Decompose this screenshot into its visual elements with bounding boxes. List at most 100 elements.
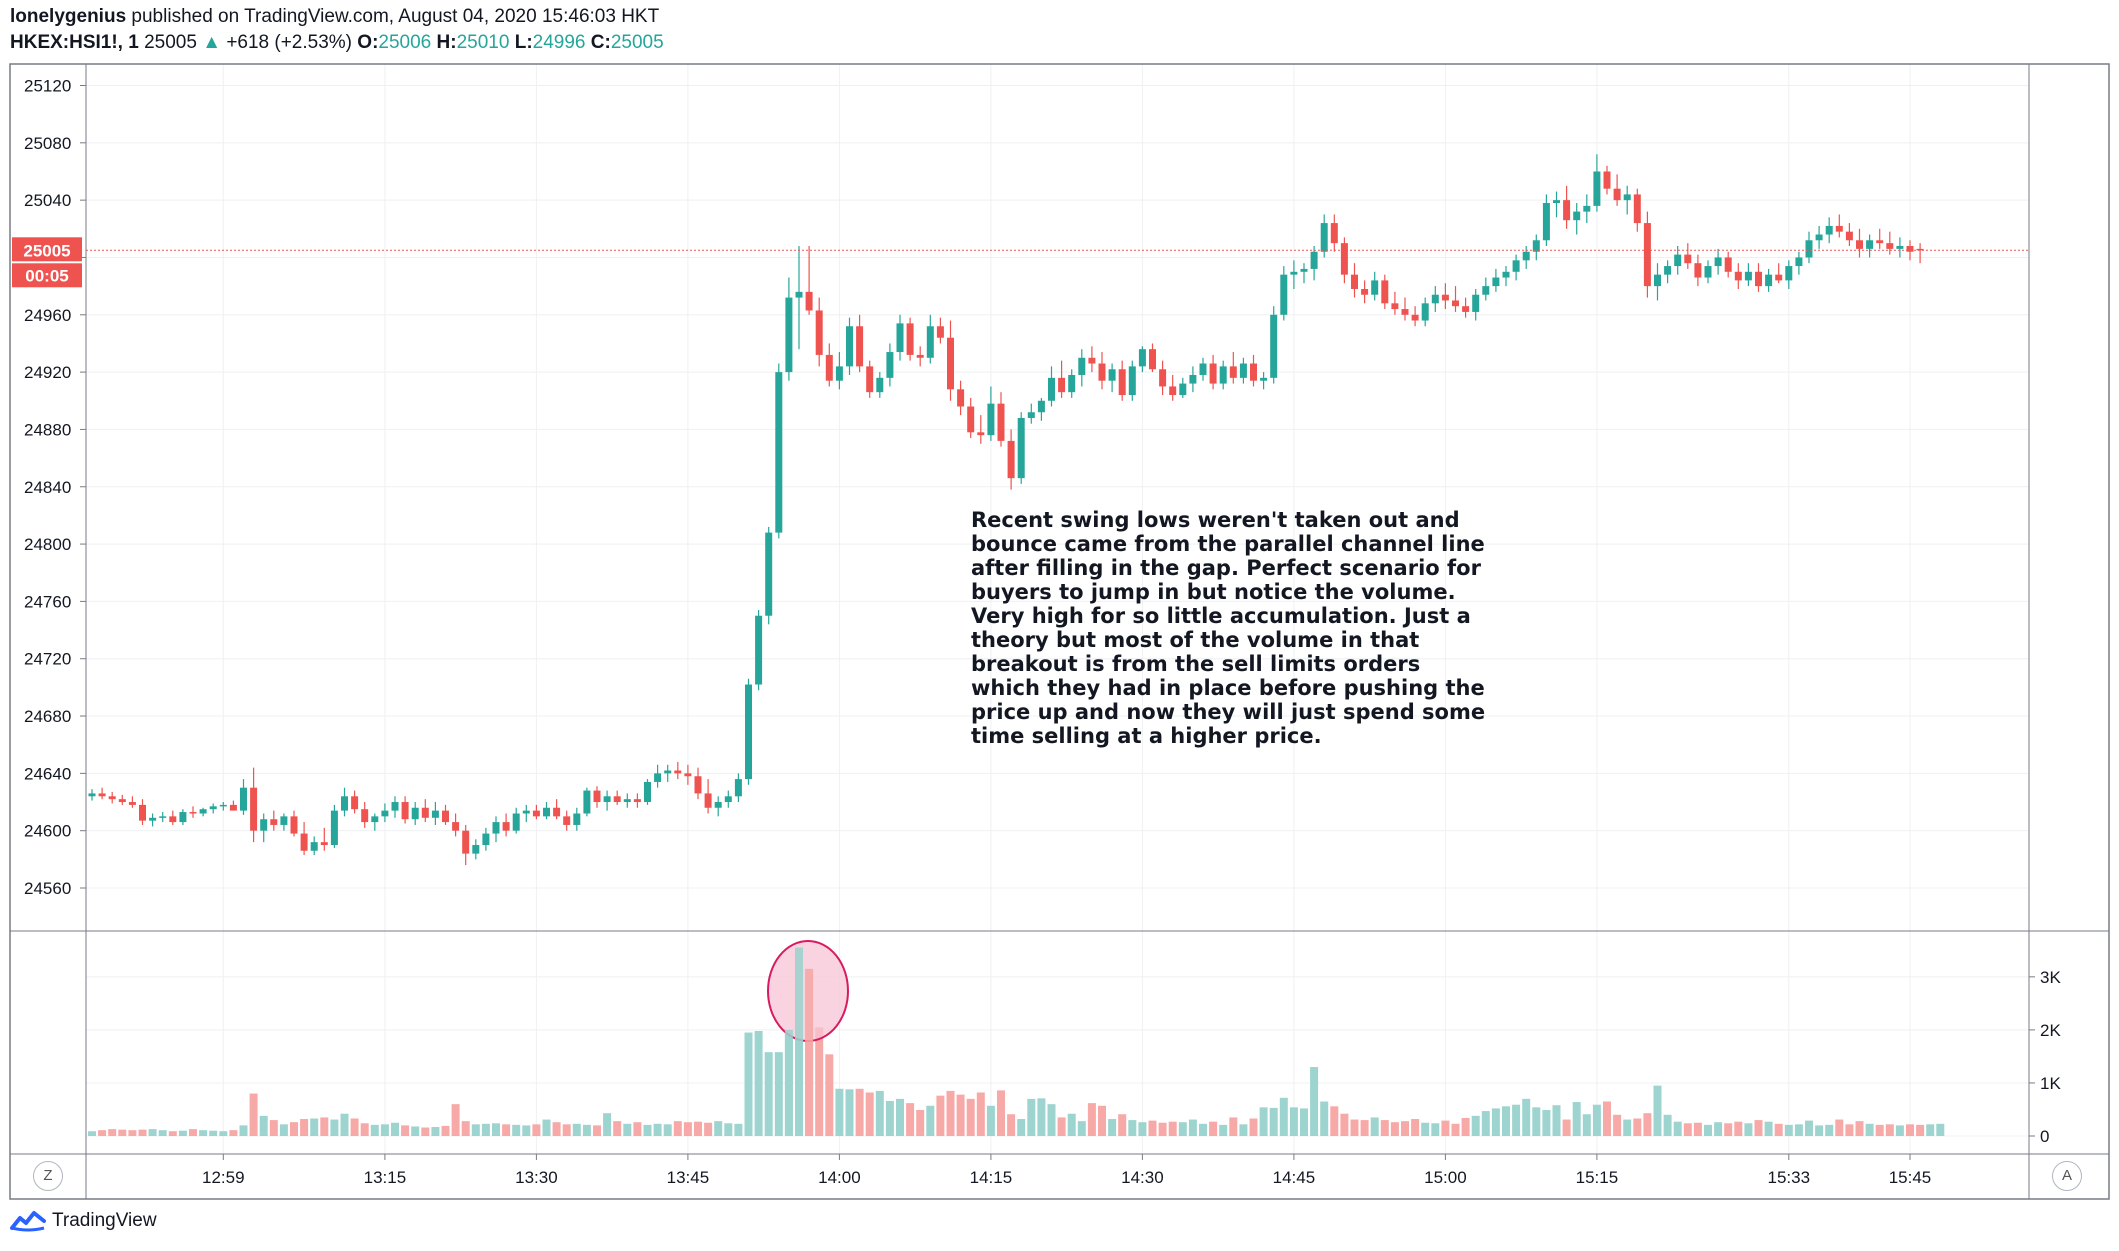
candle-body bbox=[1280, 274, 1288, 315]
chart-canvas[interactable]: 25120 25080 25040 24960 24920 24880 24840 24800… bbox=[0, 0, 2119, 1200]
price-tick-label: 24560 bbox=[24, 879, 71, 898]
volume-bar bbox=[916, 1110, 925, 1136]
candle-body bbox=[1421, 303, 1429, 321]
tradingview-logo[interactable]: TradingView bbox=[10, 1210, 157, 1232]
zoom-button[interactable]: Z bbox=[33, 1161, 63, 1191]
time-tick-label: 13:45 bbox=[667, 1168, 710, 1187]
candle bbox=[623, 793, 631, 808]
volume-bar bbox=[168, 1131, 177, 1136]
candle-body bbox=[1906, 245, 1914, 252]
candle bbox=[482, 827, 490, 851]
candle bbox=[522, 804, 530, 823]
candle bbox=[512, 807, 520, 834]
candle bbox=[866, 360, 874, 398]
candle-body bbox=[543, 807, 550, 817]
candle-body bbox=[1623, 194, 1631, 201]
candle-body bbox=[1532, 240, 1540, 252]
candle bbox=[1128, 360, 1136, 401]
candle bbox=[139, 799, 146, 825]
candle bbox=[88, 789, 96, 801]
symbol-legend: HKEX:HSI1!, 1 25005 ▲ +618 (+2.53%) O:25… bbox=[10, 32, 664, 54]
tradingview-brand: TradingView bbox=[52, 1210, 157, 1231]
volume-bar bbox=[471, 1124, 480, 1136]
price-axis[interactable]: 25120 25080 25040 24960 24920 24880 24840 24800… bbox=[24, 76, 86, 898]
candle-body bbox=[1088, 357, 1096, 364]
candle bbox=[1017, 412, 1025, 484]
volume-bar bbox=[1845, 1124, 1854, 1136]
tradingview-logo-icon bbox=[10, 1211, 46, 1232]
candle bbox=[926, 314, 934, 364]
candle-body bbox=[1482, 286, 1490, 295]
candle bbox=[896, 314, 904, 361]
candle bbox=[149, 813, 157, 827]
candle-body bbox=[1411, 314, 1419, 321]
volume-bar bbox=[946, 1090, 955, 1136]
candle-body bbox=[563, 816, 571, 825]
candle bbox=[1219, 360, 1227, 390]
volume-bar bbox=[875, 1090, 884, 1136]
candle bbox=[1472, 288, 1480, 321]
volume-bar bbox=[542, 1119, 551, 1136]
volume-bar bbox=[855, 1088, 864, 1136]
volume-bar bbox=[1643, 1113, 1652, 1136]
volume-bar bbox=[593, 1125, 601, 1136]
price-tick-label: 24920 bbox=[24, 363, 71, 382]
volume-bar bbox=[1451, 1123, 1460, 1136]
candle bbox=[1916, 243, 1924, 264]
candle bbox=[1351, 263, 1358, 298]
candle-body bbox=[967, 406, 975, 433]
candle bbox=[240, 779, 247, 815]
candle-body bbox=[159, 816, 167, 818]
volume-tick-label: 0 bbox=[2040, 1127, 2049, 1146]
volume-axis[interactable]: 0 1K 2K 3K bbox=[2029, 968, 2061, 1146]
candle bbox=[1048, 366, 1055, 407]
volume-bar bbox=[1037, 1098, 1046, 1136]
volume-bar bbox=[1936, 1123, 1945, 1136]
volume-bar bbox=[1158, 1122, 1167, 1136]
symbol-name[interactable]: HKEX:HSI1!, 1 bbox=[10, 32, 139, 53]
volume-bar bbox=[885, 1100, 894, 1136]
candle-body bbox=[1058, 377, 1066, 393]
candle bbox=[1320, 214, 1328, 258]
candle bbox=[1755, 263, 1762, 292]
volume-bar bbox=[1885, 1124, 1894, 1136]
candle bbox=[704, 779, 712, 814]
candle-body bbox=[1401, 309, 1409, 315]
candle-body bbox=[755, 615, 763, 685]
candle bbox=[361, 802, 369, 828]
candle-body bbox=[856, 326, 864, 367]
volume-bar bbox=[1875, 1124, 1884, 1136]
volume-bar bbox=[1390, 1122, 1399, 1136]
candle-body bbox=[1674, 254, 1682, 267]
volume-bar bbox=[1754, 1120, 1763, 1136]
candle-body bbox=[1613, 188, 1621, 201]
time-tick-label: 15:45 bbox=[1889, 1168, 1932, 1187]
candle-body bbox=[199, 809, 207, 814]
author-name[interactable]: lonelygenius bbox=[10, 6, 127, 27]
candle bbox=[1734, 263, 1742, 289]
volume-bar bbox=[1350, 1119, 1359, 1136]
candle-body bbox=[1229, 366, 1237, 378]
candle-body bbox=[1017, 417, 1025, 479]
candle-body bbox=[1098, 363, 1106, 381]
candle bbox=[401, 796, 409, 824]
volume-bar bbox=[572, 1123, 581, 1136]
auto-scale-button[interactable]: A bbox=[2052, 1161, 2082, 1191]
candle-body bbox=[1643, 223, 1651, 287]
candle-body bbox=[300, 833, 308, 851]
volume-bar bbox=[926, 1105, 935, 1136]
volume-bar bbox=[108, 1129, 117, 1136]
volume-bar bbox=[1219, 1124, 1228, 1136]
time-axis[interactable]: 12:59 13:15 13:30 13:45 14:00 14:15 14:30 14:45… bbox=[202, 1154, 1931, 1187]
candle bbox=[563, 810, 571, 831]
volume-bar bbox=[1098, 1105, 1106, 1136]
candle bbox=[1744, 263, 1752, 287]
volume-bar bbox=[391, 1122, 399, 1136]
volume-bar bbox=[1007, 1114, 1016, 1136]
candle-body bbox=[1563, 200, 1571, 221]
annotation-text[interactable]: Recent swing lows weren't taken out and … bbox=[971, 508, 1486, 748]
low-label: L: bbox=[514, 32, 533, 53]
volume-bar bbox=[269, 1120, 278, 1136]
candle bbox=[1684, 243, 1692, 269]
candle bbox=[795, 245, 803, 350]
